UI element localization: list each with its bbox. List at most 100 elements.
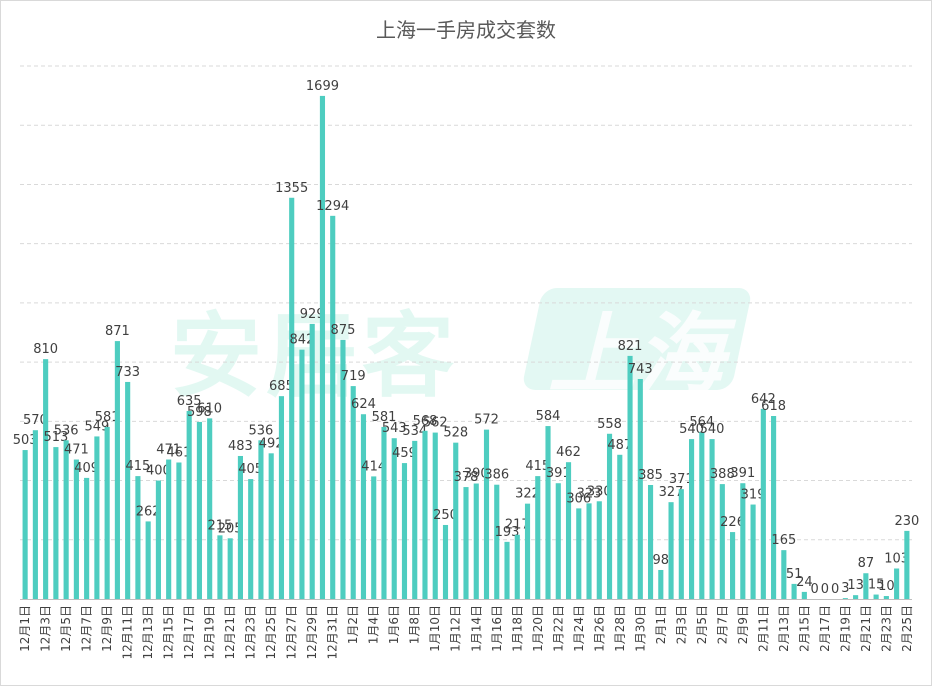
bar <box>371 476 377 599</box>
data-label: 624 <box>351 397 376 412</box>
data-label: 24 <box>796 575 813 590</box>
bar <box>84 477 90 599</box>
data-label: 642 <box>751 392 776 407</box>
data-label: 378 <box>454 470 479 485</box>
x-tick-label: 2月3日 <box>674 605 688 644</box>
x-tick-label: 2月17日 <box>818 605 832 652</box>
data-label: 103 <box>884 552 909 567</box>
data-label: 564 <box>689 415 714 430</box>
bar <box>381 426 387 599</box>
bar <box>781 550 787 599</box>
bar <box>350 386 356 599</box>
data-label: 743 <box>628 362 653 377</box>
x-tick-label: 12月7日 <box>80 605 94 652</box>
data-label: 226 <box>720 515 745 530</box>
bar <box>709 439 715 599</box>
bar <box>565 462 572 599</box>
bar <box>596 501 602 599</box>
x-tick-label: 2月9日 <box>736 605 750 644</box>
bar <box>248 479 254 599</box>
bar <box>853 595 859 599</box>
data-label: 719 <box>341 369 366 384</box>
bar <box>412 440 418 599</box>
data-label: 462 <box>556 445 581 460</box>
x-tick-label: 1月6日 <box>387 605 401 644</box>
bar <box>576 508 582 599</box>
x-tick-label: 1月26日 <box>592 605 606 652</box>
data-label: 471 <box>156 443 181 458</box>
x-tick-label: 1月2日 <box>346 605 360 644</box>
bar <box>524 503 531 599</box>
data-label: 386 <box>484 468 509 483</box>
bar <box>637 378 643 599</box>
bar <box>309 323 315 599</box>
data-label: 415 <box>125 459 150 474</box>
bar <box>904 530 910 599</box>
bar <box>104 426 110 599</box>
bar <box>155 480 161 599</box>
x-tick-label: 12月29日 <box>305 605 319 660</box>
data-label: 405 <box>238 462 263 477</box>
x-tick-label: 1月12日 <box>449 605 463 652</box>
x-tick-label: 1月16日 <box>490 605 504 652</box>
data-label: 98 <box>653 553 670 568</box>
bar <box>340 339 346 599</box>
x-tick-label: 1月10日 <box>428 605 442 652</box>
bar <box>258 440 264 599</box>
data-label: 461 <box>167 445 192 460</box>
data-label: 414 <box>361 459 386 474</box>
data-label: 165 <box>771 533 796 548</box>
x-tick-label: 12月9日 <box>100 605 114 652</box>
bar <box>750 504 756 599</box>
data-label: 400 <box>146 464 171 479</box>
data-label: 409 <box>74 461 99 476</box>
x-tick-label: 12月15日 <box>162 605 176 660</box>
x-tick-label: 12月13日 <box>141 605 155 660</box>
bar <box>278 396 285 599</box>
bar <box>453 442 459 599</box>
data-label: 87 <box>858 556 875 571</box>
x-tick-label: 2月11日 <box>756 605 770 652</box>
bar <box>94 436 100 599</box>
data-label: 217 <box>505 518 530 533</box>
x-tick-label: 2月19日 <box>838 605 852 652</box>
data-label: 536 <box>249 423 274 438</box>
bar <box>135 476 141 599</box>
data-label: 635 <box>177 394 202 409</box>
data-label: 471 <box>64 443 89 458</box>
bar <box>268 453 274 599</box>
data-label: 528 <box>443 426 468 441</box>
bar <box>699 431 705 599</box>
data-label: 415 <box>525 459 550 474</box>
data-label: 733 <box>115 365 140 380</box>
data-label: 250 <box>433 508 458 523</box>
data-label: 391 <box>546 466 571 481</box>
bar <box>401 463 408 599</box>
x-tick-label: 1月28日 <box>613 605 627 652</box>
bar <box>863 573 869 599</box>
x-tick-label: 2月23日 <box>879 605 893 652</box>
data-label: 821 <box>618 339 643 354</box>
x-tick-label: 2月1日 <box>654 605 668 644</box>
x-tick-label: 2月5日 <box>695 605 709 644</box>
x-tick-label: 2月25日 <box>900 605 914 652</box>
bar <box>771 416 777 599</box>
bar <box>791 583 797 599</box>
bar <box>647 484 654 599</box>
bar <box>207 418 213 599</box>
data-label: 492 <box>259 436 284 451</box>
bar <box>32 430 38 599</box>
bar <box>689 439 695 599</box>
bar <box>125 381 131 599</box>
x-tick-label: 1月4日 <box>367 605 381 644</box>
bar <box>719 484 725 599</box>
bar <box>43 359 49 599</box>
bar <box>114 341 120 599</box>
bar <box>658 569 664 599</box>
data-label: 534 <box>402 424 427 439</box>
x-tick-label: 12月1日 <box>18 605 32 652</box>
watermark-badge-text: 上海 <box>548 303 725 406</box>
x-tick-label: 12月5日 <box>59 605 73 652</box>
x-tick-label: 1月30日 <box>633 605 647 652</box>
data-label: 513 <box>43 430 68 445</box>
